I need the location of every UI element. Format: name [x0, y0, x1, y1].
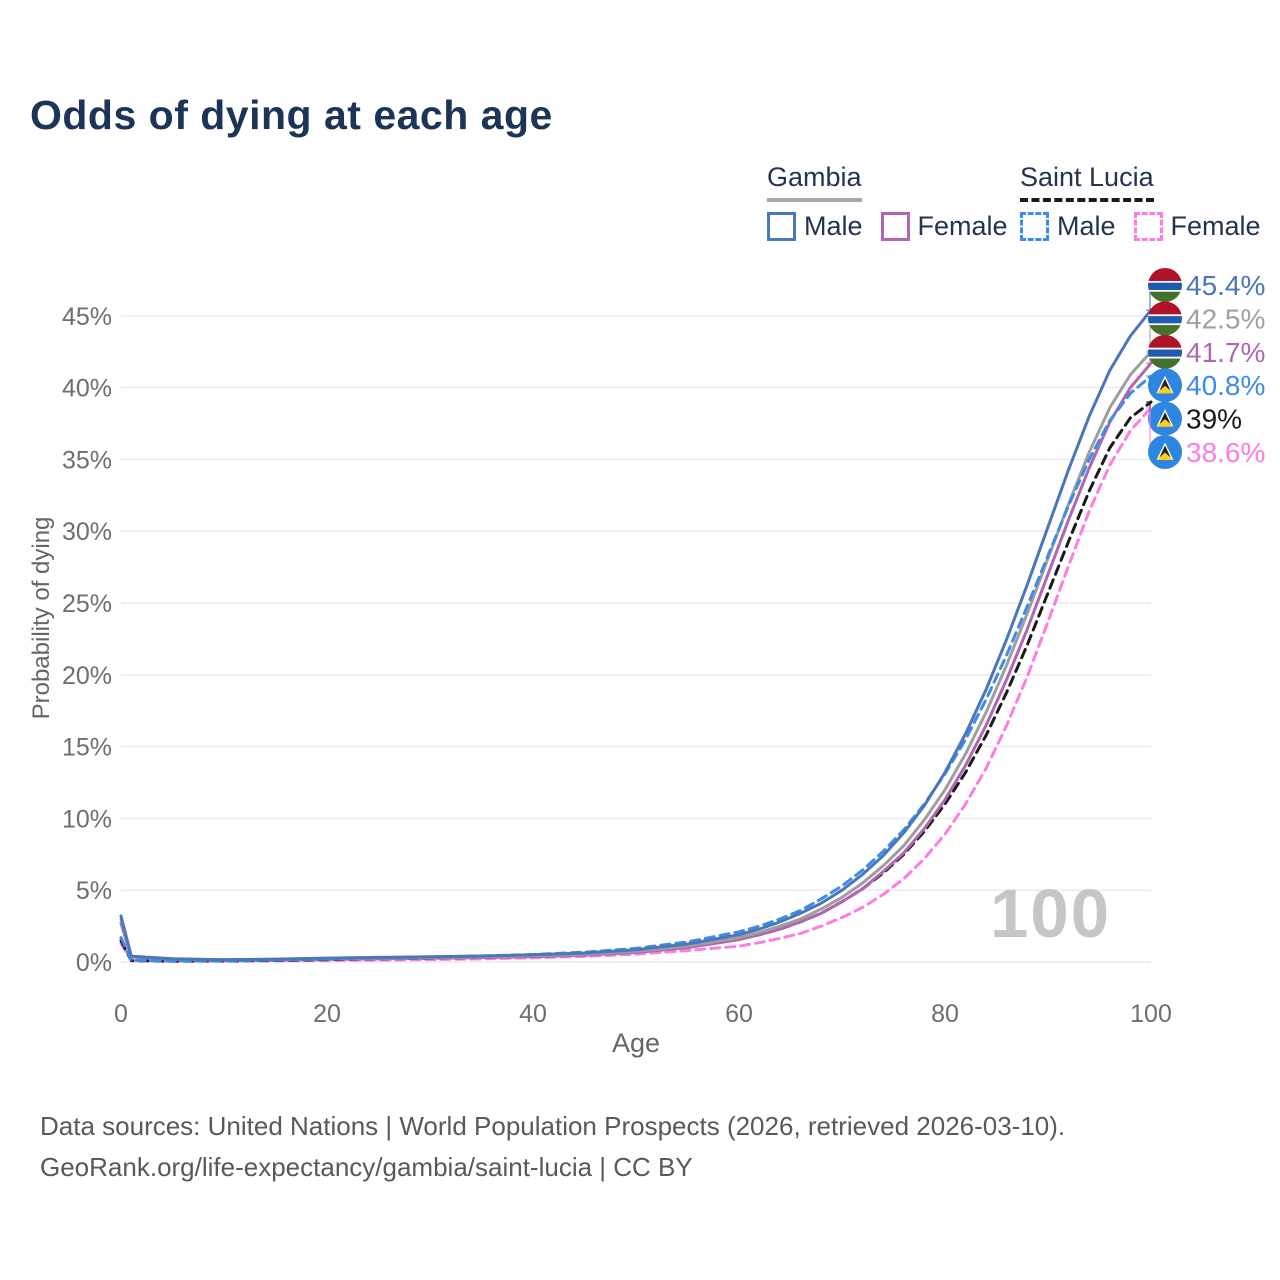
legend-group-saint-lucia: Saint Lucia Male Female: [1020, 162, 1279, 242]
series-line-gambia-both[interactable]: [119, 350, 1153, 962]
y-tick-label: 35%: [62, 446, 112, 474]
y-tick-label: 30%: [62, 518, 112, 546]
end-label-gambia-female: 41.7%: [1186, 337, 1265, 368]
y-tick-label: 45%: [62, 303, 112, 331]
y-tick-label: 10%: [62, 805, 112, 833]
series-line-gambia-male[interactable]: [119, 308, 1153, 962]
legend-item-gambia-female[interactable]: Female: [880, 211, 1008, 242]
footer-data-sources: Data sources: United Nations | World Pop…: [40, 1111, 1066, 1141]
legend-swatch-saintlucia-female-icon: [1133, 212, 1163, 241]
saint-lucia-flag-icon: [1148, 368, 1182, 403]
legend-swatch-gambia-male-icon: [767, 212, 796, 241]
legend-label-gambia-male: Male: [804, 211, 863, 241]
legend-swatch-gambia-female-icon: [880, 212, 910, 241]
y-tick-label: 25%: [62, 590, 112, 618]
x-tick-label: 0: [114, 1000, 128, 1028]
end-label-gambia-both: 42.5%: [1186, 303, 1265, 334]
footer-attribution: GeoRank.org/life-expectancy/gambia/saint…: [40, 1152, 693, 1182]
legend-group-title-gambia: Gambia: [767, 162, 862, 202]
y-axis-title: Probability of dying: [28, 516, 55, 720]
legend-group-title-saint-lucia: Saint Lucia: [1020, 162, 1154, 202]
end-label-saintlucia-male: 40.8%: [1186, 370, 1265, 401]
end-label-saintlucia-both: 39%: [1186, 404, 1242, 435]
gambia-flag-icon: [1148, 334, 1182, 369]
page-title: Odds of dying at each age: [30, 92, 553, 138]
x-tick-label: 20: [313, 1000, 341, 1028]
legend-item-saintlucia-male[interactable]: Male: [1020, 211, 1116, 242]
y-tick-label: 5%: [76, 877, 112, 905]
footer: Data sources: United Nations | World Pop…: [40, 1106, 1065, 1188]
age-indicator: 100: [990, 875, 1112, 952]
legend-label-saintlucia-male: Male: [1057, 211, 1116, 241]
x-tick-label: 100: [1130, 1000, 1172, 1028]
legend-group-gambia: Gambia Male Female: [767, 162, 1026, 242]
legend-label-saintlucia-female: Female: [1170, 211, 1261, 241]
x-tick-label: 60: [725, 1000, 753, 1028]
y-tick-label: 20%: [62, 662, 112, 690]
end-label-saintlucia-female: 38.6%: [1186, 437, 1265, 468]
legend-item-saintlucia-female[interactable]: Female: [1133, 211, 1261, 242]
x-tick-label: 80: [931, 1000, 959, 1028]
y-tick-label: 40%: [62, 375, 112, 403]
x-axis-title: Age: [611, 1028, 661, 1058]
saint-lucia-flag-icon: [1148, 435, 1182, 469]
end-label-gambia-male: 45.4%: [1186, 270, 1265, 301]
x-tick-label: 40: [519, 1000, 547, 1028]
gambia-flag-icon: [1148, 268, 1182, 302]
y-tick-label: 0%: [76, 949, 112, 977]
saint-lucia-flag-icon: [1148, 401, 1182, 436]
legend-swatch-saintlucia-male-icon: [1020, 212, 1049, 241]
y-tick-label: 15%: [62, 734, 112, 762]
legend-label-gambia-female: Female: [917, 211, 1008, 241]
legend-item-gambia-male[interactable]: Male: [767, 211, 863, 242]
gambia-flag-icon: [1148, 301, 1182, 336]
